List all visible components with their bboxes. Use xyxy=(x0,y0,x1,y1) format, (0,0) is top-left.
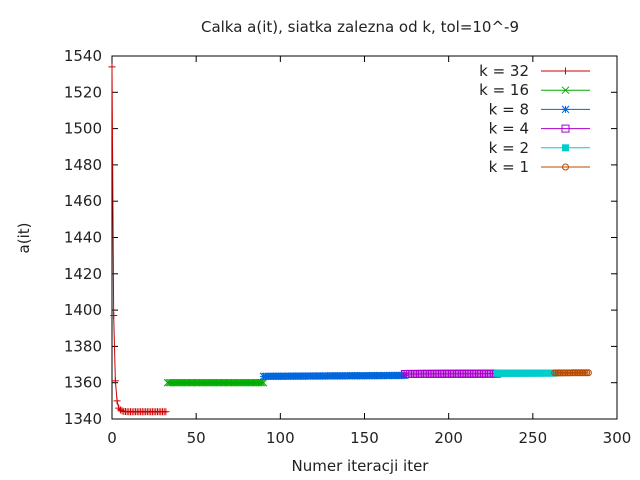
y-tick-label: 1360 xyxy=(64,374,102,392)
x-tick-label: 200 xyxy=(434,429,463,447)
legend-label: k = 16 xyxy=(479,81,529,99)
series-k-2 xyxy=(493,369,559,377)
y-tick-label: 1460 xyxy=(64,192,102,210)
series-k-4 xyxy=(400,369,502,378)
y-tick-label: 1380 xyxy=(64,337,102,355)
series-k-32-point xyxy=(116,406,124,414)
series-k-1-point xyxy=(584,369,592,377)
plot-frame xyxy=(111,55,618,420)
legend-swatch-marker xyxy=(561,86,570,95)
x-axis-label: Numer iteracji iter xyxy=(292,457,430,475)
legend-entry-k-8: k = 8 xyxy=(489,100,590,118)
y-tick-label: 1340 xyxy=(64,410,102,428)
legend-label: k = 4 xyxy=(489,120,529,138)
legend-swatch-marker xyxy=(562,67,569,75)
y-tick-label: 1520 xyxy=(64,83,102,101)
legend-swatch-marker xyxy=(562,144,569,152)
series-k-1 xyxy=(551,369,592,377)
legend-label: k = 2 xyxy=(489,139,529,157)
y-tick-label: 1420 xyxy=(64,265,102,283)
y-tick-label: 1500 xyxy=(64,120,102,138)
legend-entry-k-32: k = 32 xyxy=(479,62,590,80)
legend-entry-k-16: k = 16 xyxy=(479,81,590,99)
series-k-32-point xyxy=(111,377,119,385)
legend-entry-k-4: k = 4 xyxy=(489,120,590,138)
series-k-32-point xyxy=(162,408,170,416)
x-tick-label: 150 xyxy=(350,429,379,447)
series-k-32-point xyxy=(113,397,121,405)
series-k-16-point xyxy=(259,378,268,387)
series-k-16-point xyxy=(256,378,264,387)
series-layer xyxy=(108,63,592,416)
y-tick-label: 1400 xyxy=(64,301,102,319)
y-tick-label: 1440 xyxy=(64,229,102,247)
x-tick-label: 300 xyxy=(603,429,632,447)
y-axis: 1340 1360 1380 1400 1420 1440 1460 1480 1500 1520… xyxy=(64,47,617,428)
legend-label: k = 32 xyxy=(479,62,529,80)
series-k-16-point xyxy=(257,378,266,387)
x-tick-label: 250 xyxy=(519,429,548,447)
series-k-32 xyxy=(108,63,170,416)
x-tick-label: 100 xyxy=(266,429,295,447)
series-k-32-point xyxy=(118,407,126,415)
x-tick-label: 50 xyxy=(187,429,206,447)
legend-label: k = 8 xyxy=(489,100,529,118)
legend-swatch-marker xyxy=(561,105,570,114)
legend-label: k = 1 xyxy=(489,158,529,176)
series-k-32-point xyxy=(110,312,118,320)
series-k-32-line xyxy=(111,66,166,413)
x-axis: 0 50 100 150 200 250 300 xyxy=(107,56,631,447)
legend: k = 32k = 16k = 8 k = 4k = 2k = 1 xyxy=(479,62,590,176)
legend-swatch-marker xyxy=(561,124,570,133)
y-tick-label: 1540 xyxy=(64,47,102,65)
chart-title: Calka a(it), siatka zalezna od k, tol=10… xyxy=(201,18,519,36)
series-k-8 xyxy=(259,371,409,381)
series-k-16 xyxy=(163,378,268,387)
x-tick-label: 0 xyxy=(107,429,117,447)
y-axis-label: a(it) xyxy=(15,223,33,254)
y-tick-label: 1480 xyxy=(64,156,102,174)
series-k-32-point xyxy=(108,63,116,71)
legend-entry-k-2: k = 2 xyxy=(489,139,590,157)
legend-swatch-marker xyxy=(562,163,569,171)
legend-entry-k-1: k = 1 xyxy=(489,158,590,176)
